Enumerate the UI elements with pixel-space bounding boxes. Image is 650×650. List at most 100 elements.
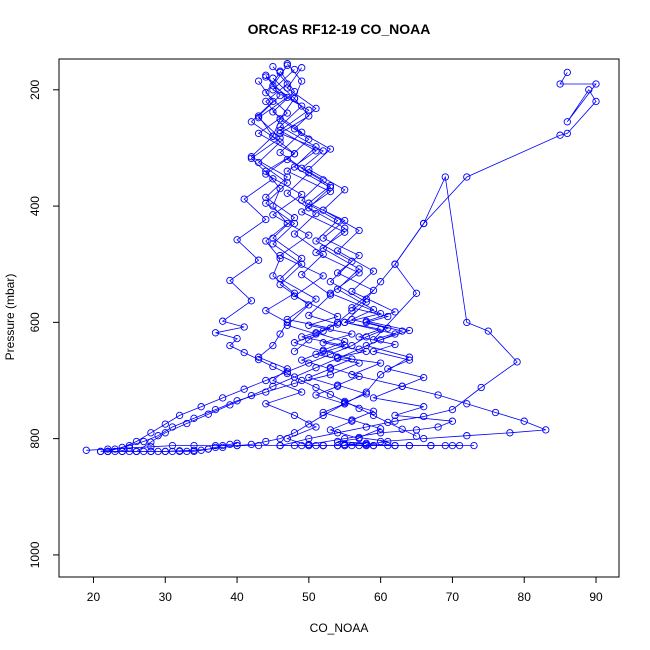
data-point: [262, 215, 270, 224]
data-point: [333, 247, 342, 255]
data-point: [376, 359, 385, 367]
data-point: [333, 354, 342, 363]
data-point: [312, 209, 320, 218]
data-point: [269, 341, 277, 350]
data-point: [298, 190, 306, 199]
y-tick-label: 1000: [28, 541, 42, 568]
data-point: [269, 272, 277, 280]
data-point: [161, 447, 169, 456]
data-point: [290, 87, 299, 96]
data-point: [312, 147, 320, 155]
x-tick-label: 90: [589, 590, 603, 604]
x-tick-label: 40: [230, 590, 244, 604]
data-point: [298, 254, 306, 263]
data-point: [333, 437, 342, 446]
data-point: [269, 175, 277, 183]
data-point: [348, 315, 356, 324]
data-point: [319, 441, 327, 450]
data-point: [305, 373, 313, 382]
data-point: [290, 219, 299, 228]
data-point: [283, 93, 291, 102]
series-line-1: [279, 63, 518, 446]
data-point: [298, 77, 306, 85]
data-point: [362, 341, 370, 350]
data-point: [132, 447, 141, 456]
data-point: [312, 143, 320, 151]
data-point: [290, 411, 299, 420]
data-point: [420, 219, 428, 228]
data-point: [240, 348, 248, 357]
x-axis-label: CO_NOAA: [310, 621, 369, 635]
data-point: [290, 339, 299, 347]
data-point: [219, 394, 227, 402]
data-point: [326, 145, 335, 153]
data-point: [240, 385, 248, 393]
data-point: [513, 358, 521, 366]
data-point: [283, 179, 291, 187]
x-tick-label: 80: [518, 590, 532, 604]
data-point: [369, 305, 378, 314]
data-point: [319, 339, 327, 347]
data-point: [305, 301, 313, 309]
data-point: [585, 86, 593, 94]
data-point: [262, 307, 270, 315]
data-point: [147, 438, 155, 446]
data-point: [441, 173, 449, 181]
data-point: [398, 327, 406, 335]
y-tick-label: 400: [28, 196, 42, 216]
data-point: [104, 447, 112, 456]
data-point: [312, 350, 320, 358]
data-point: [276, 275, 284, 283]
data-point: [355, 372, 363, 381]
data-point: [233, 236, 241, 244]
data-point: [298, 441, 306, 450]
data-point: [283, 61, 291, 70]
data-point: [326, 291, 335, 299]
data-point: [520, 417, 528, 425]
data-point: [125, 444, 134, 452]
data-point: [405, 326, 414, 335]
data-point: [290, 150, 299, 158]
data-point: [254, 256, 263, 264]
data-point: [333, 285, 342, 293]
data-point: [183, 419, 191, 428]
data-point: [348, 355, 356, 363]
data-point: [355, 269, 363, 277]
data-point: [276, 134, 284, 142]
data-point: [369, 407, 378, 415]
data-point: [506, 429, 514, 437]
data-point: [132, 437, 141, 446]
data-point: [391, 411, 399, 420]
data-point: [290, 230, 299, 238]
data-point: [140, 437, 148, 446]
data-point: [240, 323, 248, 331]
data-point: [290, 125, 299, 133]
data-point: [262, 199, 270, 207]
data-point: [247, 297, 256, 305]
data-point: [355, 404, 363, 413]
data-point: [563, 68, 571, 77]
data-point: [305, 106, 313, 114]
data-point: [254, 355, 263, 364]
data-point: [312, 329, 320, 337]
data-point: [247, 154, 256, 163]
data-point: [592, 80, 600, 88]
data-point: [355, 265, 363, 273]
x-tick-label: 70: [446, 590, 460, 604]
data-point: [233, 441, 241, 450]
data-point: [333, 381, 342, 389]
series-line-7: [294, 72, 597, 352]
data-point: [542, 426, 550, 434]
data-point: [420, 434, 428, 443]
data-point: [463, 173, 471, 181]
data-point: [341, 441, 349, 450]
data-point: [276, 280, 284, 289]
data-point: [226, 401, 234, 409]
data-point: [262, 400, 270, 408]
y-tick-label: 200: [28, 79, 42, 99]
data-point: [226, 440, 234, 449]
data-point: [283, 189, 291, 197]
data-point: [319, 244, 327, 253]
x-tick-label: 30: [159, 590, 173, 604]
data-point: [556, 131, 564, 139]
